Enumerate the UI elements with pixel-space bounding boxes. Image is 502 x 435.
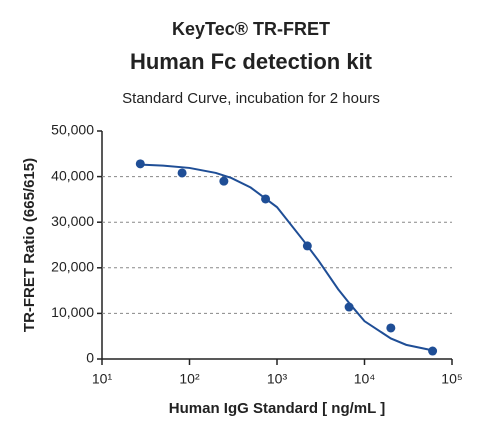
data-point: [135, 159, 145, 169]
y-tick-label: 0: [86, 350, 94, 366]
data-point: [386, 323, 396, 333]
chart-caption: Standard Curve, incubation for 2 hours: [122, 90, 380, 107]
y-tick-label: 30,000: [51, 213, 94, 229]
x-tick-label: 10⁴: [354, 371, 376, 387]
y-axis-title: TR-FRET Ratio (665/615): [21, 158, 38, 332]
data-point: [428, 346, 438, 356]
y-tick-label: 50,000: [51, 122, 94, 138]
x-tick-label: 10¹: [92, 371, 113, 387]
x-tick-label: 10⁵: [441, 371, 462, 387]
y-tick-label: 20,000: [51, 259, 94, 275]
chart-title: KeyTec® TR-FRET: [172, 19, 330, 39]
fit-curve: [143, 163, 433, 352]
data-point: [219, 176, 229, 186]
chart-subtitle: Human Fc detection kit: [130, 49, 373, 74]
x-tick-label: 10²: [179, 371, 200, 387]
x-axis-title: Human IgG Standard [ ng/mL ]: [169, 400, 385, 417]
y-tick-label: 40,000: [51, 167, 94, 183]
x-tick-label: 10³: [267, 371, 288, 387]
data-point: [177, 168, 187, 178]
y-tick-label: 10,000: [51, 304, 94, 320]
